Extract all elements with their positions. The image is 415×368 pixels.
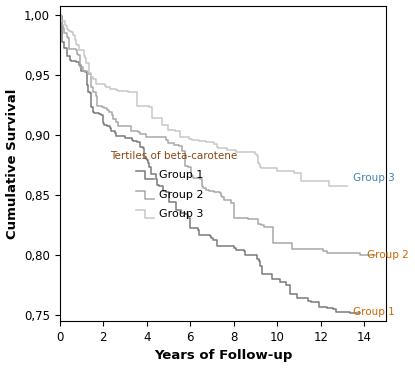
Text: Group 3: Group 3: [353, 173, 395, 183]
X-axis label: Years of Follow-up: Years of Follow-up: [154, 350, 292, 362]
Text: Group 1: Group 1: [353, 307, 395, 316]
Text: Group 2: Group 2: [159, 190, 204, 200]
Text: Group 1: Group 1: [159, 170, 204, 180]
Y-axis label: Cumulative Survival: Cumulative Survival: [5, 88, 19, 238]
Text: Group 2: Group 2: [367, 250, 409, 260]
Text: Group 3: Group 3: [159, 209, 204, 219]
Text: Tertiles of beta-carotene: Tertiles of beta-carotene: [110, 151, 238, 161]
